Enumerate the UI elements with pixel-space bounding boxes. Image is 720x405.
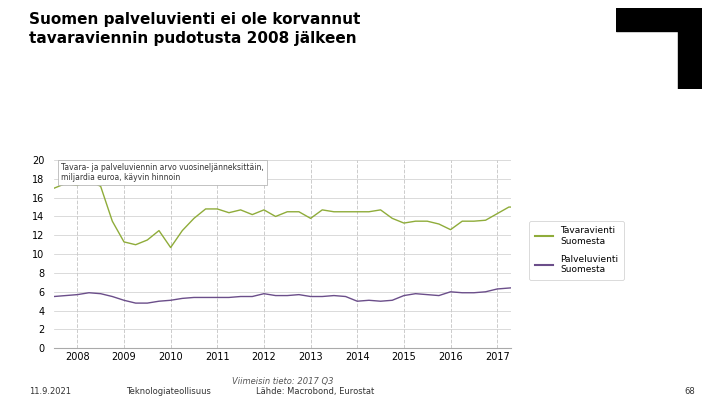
Text: Tavara- ja palveluviennin arvo vuosineljänneksittäin,
miljardia euroa, käyvin hi: Tavara- ja palveluviennin arvo vuosinelj…	[61, 163, 264, 182]
Text: 68: 68	[684, 387, 695, 396]
Bar	[616, 8, 702, 31]
Text: Suomen palveluvienti ei ole korvannut
tavaraviennin pudotusta 2008 jälkeen: Suomen palveluvienti ei ole korvannut ta…	[29, 12, 360, 46]
Text: 11.9.2021: 11.9.2021	[29, 387, 71, 396]
Text: Lähde: Macrobond, Eurostat: Lähde: Macrobond, Eurostat	[256, 387, 374, 396]
Text: Teknologiateollisuus: Teknologiateollisuus	[126, 387, 211, 396]
Legend: Tavaravienti
Suomesta, Palveluvienti
Suomesta: Tavaravienti Suomesta, Palveluvienti Suo…	[529, 221, 624, 280]
Bar	[678, 31, 702, 89]
Text: Viimeisin tieto: 2017 Q3: Viimeisin tieto: 2017 Q3	[232, 377, 333, 386]
